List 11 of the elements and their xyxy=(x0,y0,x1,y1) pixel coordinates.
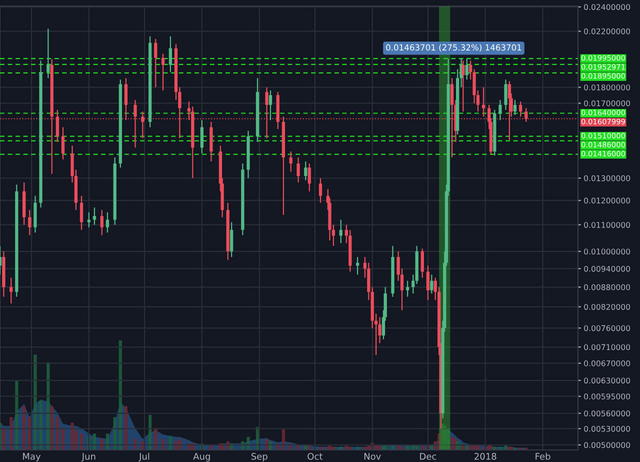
x-tick-label: Nov xyxy=(364,453,381,460)
x-tick-label: Jun xyxy=(81,453,96,462)
x-tick-label: Jul xyxy=(138,452,150,462)
x-tick-label: Dec xyxy=(420,453,436,460)
x-tick-label: May xyxy=(23,453,41,462)
x-tick-label: Oct xyxy=(308,452,323,460)
x-tick-label: Feb xyxy=(536,452,550,460)
x-tick-label: Sep xyxy=(251,452,268,462)
x-tick-label: Aug xyxy=(193,453,210,462)
annotation: 0.01463701 (275.32%) 1463701 xyxy=(386,44,522,52)
x-tick-label: 2018 xyxy=(474,452,496,460)
